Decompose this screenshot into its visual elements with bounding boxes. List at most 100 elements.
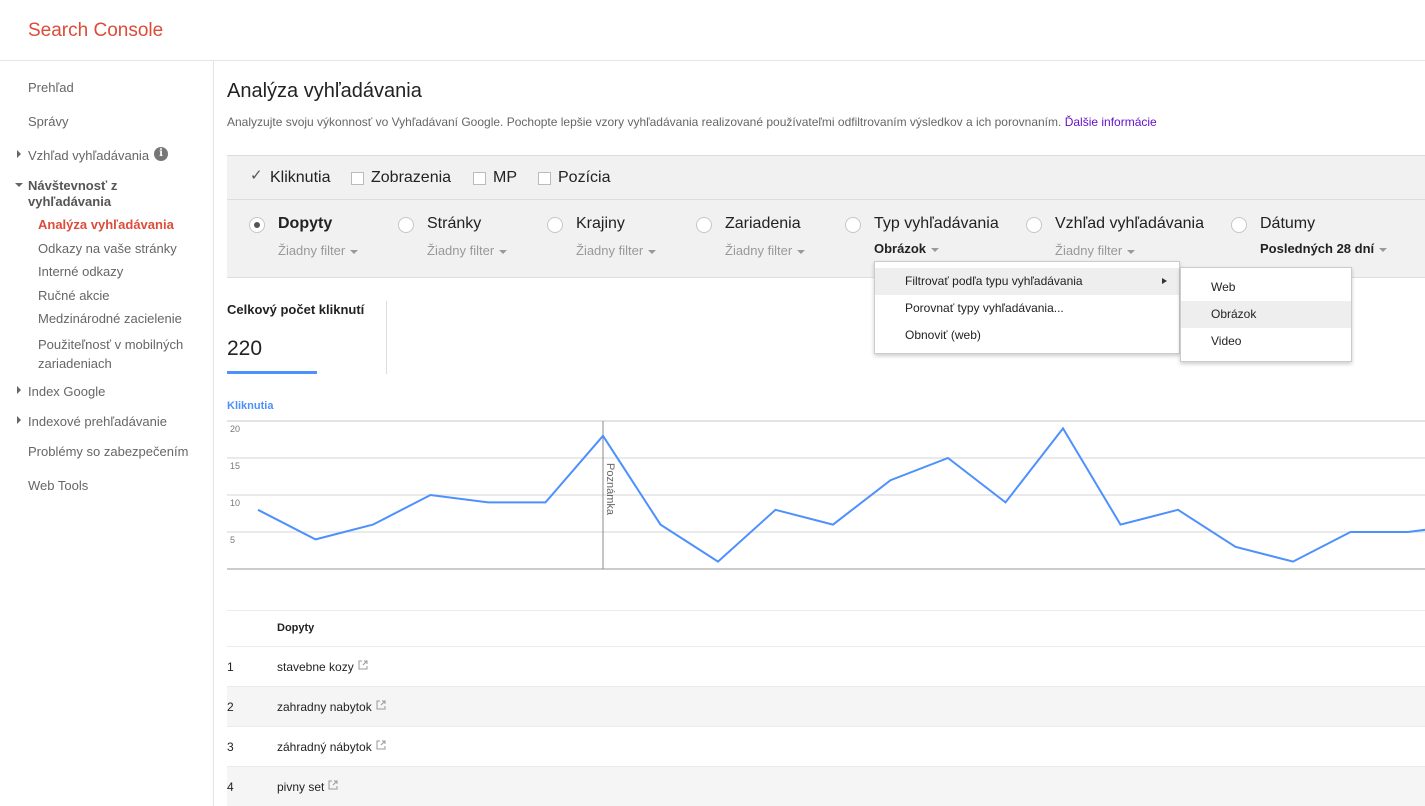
external-link-icon[interactable] (376, 700, 386, 710)
submenu-item-obrazok[interactable]: Obrázok (1181, 301, 1351, 328)
caret-down-icon (1127, 249, 1136, 254)
info-icon[interactable]: i (154, 147, 168, 161)
checkbox-pozicia[interactable] (538, 172, 551, 185)
table-row[interactable]: 2 zahradny nabytok (227, 686, 1425, 726)
sidebar-item-index[interactable]: Index Google (28, 384, 106, 399)
checkbox-mp[interactable] (473, 172, 486, 185)
filter-stranky-dropdown[interactable]: Žiadny filter (427, 243, 508, 258)
filter-typ-dropdown[interactable]: Obrázok (874, 241, 940, 256)
collapse-arrow-icon[interactable] (15, 183, 23, 187)
radio-stranky[interactable] (398, 217, 414, 233)
sidebar-item-indexove[interactable]: Indexové prehľadávanie (28, 414, 167, 429)
sidebar-item-vzhlad[interactable]: Vzhľad vyhľadávania (28, 148, 150, 163)
table-row[interactable]: 3 záhradný nábytok (227, 726, 1425, 766)
query-cell[interactable]: zahradny nabytok (277, 700, 386, 714)
divider (386, 301, 387, 374)
expand-arrow-icon[interactable] (17, 150, 21, 158)
column-header-dopyty[interactable]: Dopyty (277, 622, 315, 634)
menu-item-label: Filtrovať podľa typu vyhľadávania (905, 274, 1083, 288)
submenu-item-web[interactable]: Web (1211, 280, 1236, 294)
submenu-arrow-icon (1162, 278, 1167, 284)
radio-datumy[interactable] (1231, 217, 1247, 233)
radio-krajiny[interactable] (547, 217, 563, 233)
sidebar-item-medzinarodne[interactable]: Medzinárodné zacielenie (38, 311, 182, 326)
clicks-chart[interactable]: 20 15 10 5 Poznámka (227, 419, 1425, 571)
sidebar-item-web-tools[interactable]: Web Tools (28, 478, 89, 493)
filter-stranky[interactable]: Stránky (427, 215, 482, 232)
search-type-menu: Filtrovať podľa typu vyhľadávania Porovn… (874, 261, 1180, 354)
caret-down-icon (499, 249, 508, 254)
radio-typ-vyhladavania[interactable] (845, 217, 861, 233)
filter-krajiny-dropdown[interactable]: Žiadny filter (576, 243, 657, 258)
expand-arrow-icon[interactable] (17, 386, 21, 394)
sidebar: Prehľad Správy Vzhľad vyhľadávania i Náv… (0, 61, 214, 806)
external-link-icon[interactable] (376, 740, 386, 750)
filter-bar: Dopyty Žiadny filter Stránky Žiadny filt… (227, 200, 1425, 278)
sidebar-item-rucne-akcie[interactable]: Ručné akcie (38, 288, 110, 303)
metric-mp[interactable]: MP (493, 169, 517, 186)
filter-vzhlad-dropdown[interactable]: Žiadny filter (1055, 243, 1136, 258)
metric-kliknutia[interactable]: Kliknutia (270, 169, 331, 186)
filter-datumy[interactable]: Dátumy (1260, 215, 1316, 232)
checkmark-icon[interactable]: ✓ (250, 167, 263, 184)
query-cell[interactable]: záhradný nábytok (277, 740, 386, 754)
sidebar-item-prehlad[interactable]: Prehľad (28, 80, 74, 95)
menu-item-compare[interactable]: Porovnať typy vyhľadávania... (905, 301, 1064, 315)
filter-zariadenia[interactable]: Zariadenia (725, 215, 801, 232)
expand-arrow-icon[interactable] (17, 416, 21, 424)
external-link-icon[interactable] (328, 780, 338, 790)
filter-dopyty[interactable]: Dopyty (278, 215, 333, 232)
query-text: stavebne kozy (277, 660, 354, 674)
query-cell[interactable]: pivny set (277, 780, 338, 794)
filter-value: Žiadny filter (1055, 243, 1123, 258)
menu-item-filter[interactable]: Filtrovať podľa typu vyhľadávania (875, 268, 1179, 295)
radio-zariadenia[interactable] (696, 217, 712, 233)
row-number: 4 (227, 780, 234, 794)
filter-krajiny[interactable]: Krajiny (576, 215, 625, 232)
series-line (257, 426, 1425, 563)
filter-value: Žiadny filter (427, 243, 495, 258)
sidebar-item-interne-odkazy[interactable]: Interné odkazy (38, 264, 124, 279)
filter-zariadenia-dropdown[interactable]: Žiadny filter (725, 243, 806, 258)
sidebar-item-analyza[interactable]: Analýza vyhľadávania (38, 217, 174, 232)
filter-value: Obrázok (874, 241, 927, 256)
more-info-link[interactable]: Ďalšie informácie (1064, 115, 1157, 129)
filter-value: Posledných 28 dní (1260, 241, 1375, 256)
filter-vzhlad[interactable]: Vzhľad vyhľadávania (1055, 215, 1204, 232)
query-text: zahradny nabytok (277, 700, 372, 714)
row-number: 3 (227, 740, 234, 754)
total-clicks-value: 220 (227, 337, 263, 360)
radio-dopyty[interactable] (249, 217, 265, 233)
query-cell[interactable]: stavebne kozy (277, 660, 368, 674)
filter-datumy-dropdown[interactable]: Posledných 28 dní (1260, 241, 1388, 256)
submenu-item-video[interactable]: Video (1211, 334, 1242, 348)
sidebar-item-zabezpecenie[interactable]: Problémy so zabezpečením (28, 444, 189, 459)
caret-down-icon (1379, 247, 1388, 252)
menu-item-reset[interactable]: Obnoviť (web) (905, 328, 981, 342)
filter-dopyty-dropdown[interactable]: Žiadny filter (278, 243, 359, 258)
y-tick-label: 10 (230, 498, 240, 508)
external-link-icon[interactable] (358, 660, 368, 670)
sidebar-item-spravy[interactable]: Správy (28, 114, 69, 129)
metric-zobrazenia[interactable]: Zobrazenia (371, 169, 452, 186)
sidebar-item-mobilne[interactable]: Použiteľnosť v mobilných zariadeniach (38, 337, 184, 371)
filter-value: Žiadny filter (576, 243, 644, 258)
table-row[interactable]: 4 pivny set (227, 766, 1425, 806)
filter-value: Žiadny filter (278, 243, 346, 258)
y-tick-label: 20 (230, 424, 240, 434)
filter-typ-vyhladavania[interactable]: Typ vyhľadávania (874, 215, 999, 232)
radio-vzhlad[interactable] (1026, 217, 1042, 233)
metric-pozicia[interactable]: Pozícia (558, 169, 611, 186)
app-logo[interactable]: Search Console (28, 20, 164, 41)
y-tick-label: 5 (230, 535, 235, 545)
query-text: pivny set (277, 780, 325, 794)
sidebar-item-navstevnost[interactable]: Návštevnosť z vyhľadávania (28, 178, 118, 209)
page-description: Analyzujte svoju výkonnosť vo Vyhľadávan… (227, 115, 1157, 129)
filter-value: Žiadny filter (725, 243, 793, 258)
caret-down-icon (931, 247, 940, 252)
checkbox-zobrazenia[interactable] (351, 172, 364, 185)
caret-down-icon (648, 249, 657, 254)
sidebar-item-odkazy[interactable]: Odkazy na vaše stránky (38, 241, 177, 256)
table-row[interactable]: 1 stavebne kozy (227, 646, 1425, 686)
queries-table: Dopyty 1 stavebne kozy 2 zahradny nabytok 3 z… (227, 610, 1425, 806)
